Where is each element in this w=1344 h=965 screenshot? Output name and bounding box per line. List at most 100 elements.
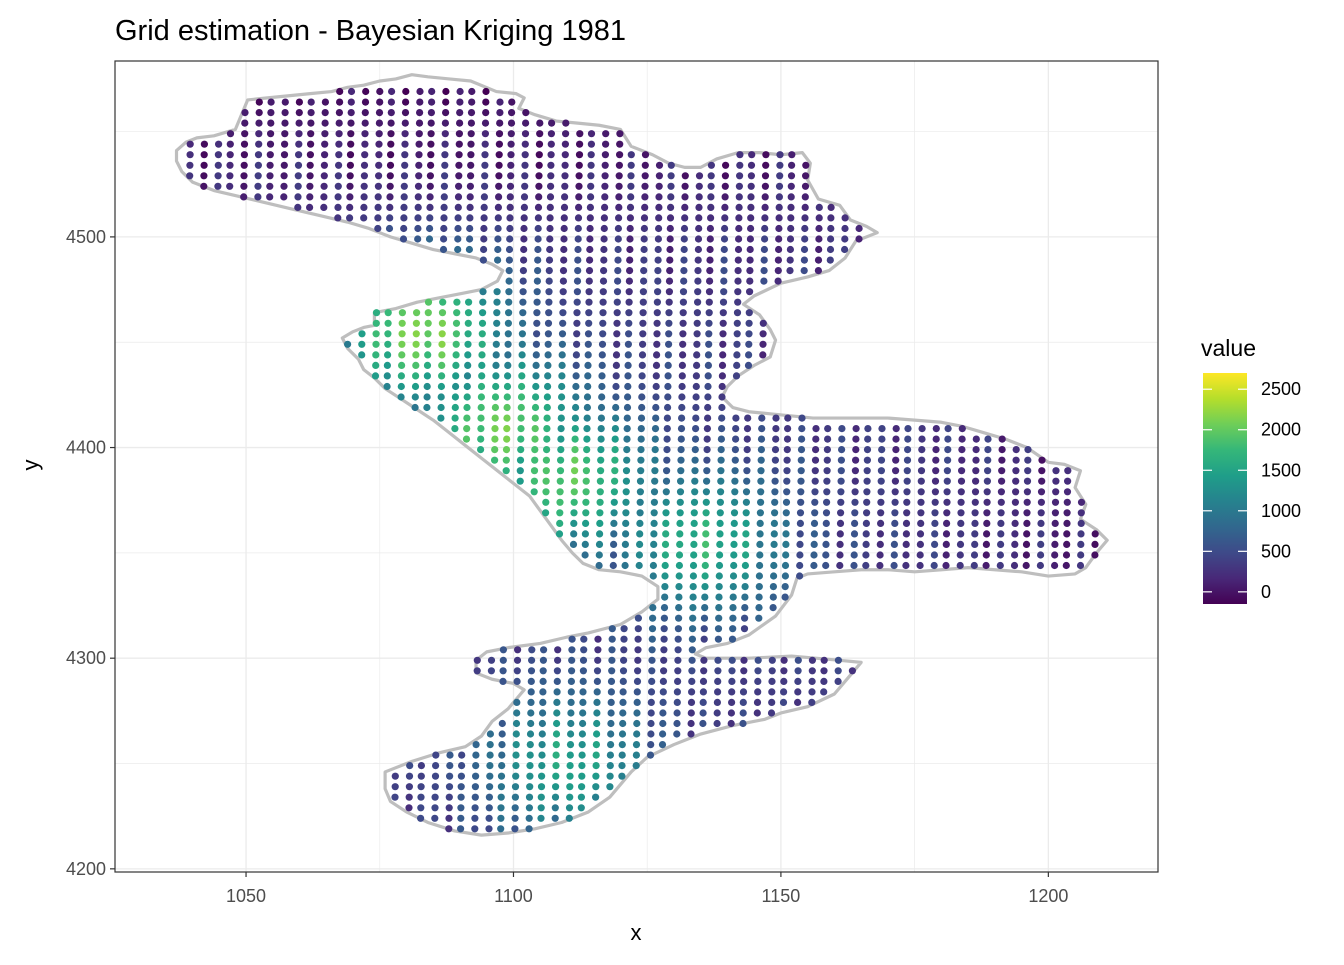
grid-point: [786, 245, 795, 254]
grid-point: [741, 583, 749, 591]
grid-point: [255, 130, 263, 138]
grid-point: [931, 519, 939, 528]
grid-point: [214, 151, 222, 159]
grid-point: [397, 382, 405, 391]
grid-point: [663, 456, 671, 464]
grid-point: [918, 446, 926, 454]
grid-point: [689, 561, 698, 570]
grid-point: [746, 288, 754, 296]
grid-point: [454, 193, 463, 201]
grid-point: [761, 235, 769, 243]
grid-point: [567, 677, 576, 686]
grid-point: [716, 519, 724, 528]
grid-point: [770, 530, 778, 538]
plot-panel: [114, 60, 1159, 873]
grid-point: [1011, 519, 1019, 528]
grid-point: [477, 435, 485, 443]
grid-point: [836, 519, 845, 528]
grid-point: [431, 814, 439, 822]
grid-point: [566, 762, 574, 770]
grid-point: [823, 498, 831, 506]
grid-point: [321, 119, 329, 127]
grid-point: [641, 161, 649, 169]
grid-point: [335, 151, 343, 159]
grid-point: [678, 414, 686, 422]
grid-point: [689, 572, 698, 580]
grid-point: [254, 182, 262, 190]
grid-point: [1023, 498, 1031, 506]
x-axis: 1050 1100 1150 1200: [226, 872, 1068, 906]
grid-point: [294, 161, 303, 169]
grid-point: [1012, 467, 1020, 475]
grid-point: [741, 572, 749, 580]
grid-point: [472, 741, 480, 749]
grid-point: [655, 161, 664, 169]
grid-point: [931, 477, 940, 485]
grid-point: [535, 151, 543, 159]
grid-point: [534, 256, 542, 264]
grid-point: [518, 372, 526, 380]
grid-point: [747, 203, 755, 211]
grid-point: [517, 414, 525, 422]
grid-point: [877, 456, 886, 464]
grid-point: [562, 119, 570, 127]
grid-point: [334, 214, 342, 222]
grid-point: [753, 709, 761, 717]
grid-point: [688, 677, 696, 686]
grid-point: [424, 351, 432, 359]
grid-point: [716, 530, 724, 538]
grid-point: [417, 793, 425, 801]
grid-point: [983, 488, 991, 496]
grid-point: [614, 277, 622, 285]
grid-point: [538, 762, 546, 770]
grid-point: [306, 172, 314, 180]
grid-point: [457, 772, 465, 780]
grid-point: [401, 109, 410, 117]
grid-point: [477, 425, 485, 433]
grid-point: [505, 256, 513, 264]
points-layer: [186, 87, 1099, 833]
grid-point: [612, 382, 620, 391]
grid-point: [553, 667, 562, 675]
grid-point: [582, 467, 591, 475]
chart-title: Grid estimation - Bayesian Kriging 1981: [115, 15, 626, 47]
grid-point: [608, 646, 616, 654]
grid-point: [414, 203, 422, 211]
grid-point: [559, 277, 568, 285]
grid-point: [482, 109, 490, 117]
grid-point: [653, 298, 662, 306]
grid-point: [972, 477, 980, 485]
grid-point: [200, 151, 208, 159]
grid-point: [808, 677, 816, 686]
grid-point: [823, 456, 831, 464]
grid-point: [503, 414, 511, 422]
grid-point: [375, 172, 383, 180]
grid-point: [611, 456, 619, 464]
grid-point: [666, 224, 674, 233]
grid-point: [705, 288, 714, 296]
grid-point: [747, 161, 756, 169]
grid-point: [557, 425, 565, 433]
grid-point: [542, 498, 550, 506]
grid-point: [1077, 530, 1085, 538]
grid-point: [690, 498, 699, 506]
grid-point: [997, 530, 1005, 538]
grid-point: [437, 414, 445, 422]
grid-point: [801, 193, 809, 201]
grid-point: [480, 193, 488, 201]
grid-point: [414, 182, 423, 190]
grid-point: [801, 235, 809, 243]
grid-point: [837, 488, 845, 496]
grid-point: [714, 656, 722, 664]
grid-point: [516, 477, 524, 485]
grid-point: [427, 151, 435, 159]
grid-point: [970, 551, 979, 559]
grid-point: [552, 772, 560, 780]
grid-point: [633, 698, 641, 707]
grid-point: [615, 214, 623, 222]
grid-point: [596, 488, 604, 496]
grid-point: [463, 382, 471, 391]
grid-point: [346, 193, 354, 201]
grid-point: [972, 456, 980, 464]
